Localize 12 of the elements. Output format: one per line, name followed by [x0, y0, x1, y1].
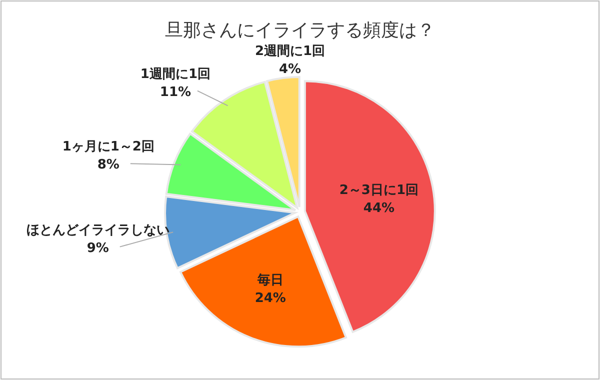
- data-label: 44%: [363, 200, 395, 216]
- data-label: 4%: [279, 62, 302, 77]
- slice-label: 毎日: [256, 272, 284, 288]
- slice-label: 1ヶ月に1～2回: [62, 140, 154, 155]
- slice-label: 1週間に1回: [140, 66, 211, 82]
- data-label: 8%: [97, 158, 120, 173]
- chart-title: 旦那さんにイライラする頻度は？: [165, 20, 435, 41]
- data-label: 11%: [160, 84, 192, 100]
- data-label: 9%: [86, 240, 109, 256]
- data-label: 24%: [254, 290, 286, 306]
- slice-label: 2週間に1回: [255, 44, 326, 59]
- slice-label: 2～3日に1回: [339, 182, 419, 198]
